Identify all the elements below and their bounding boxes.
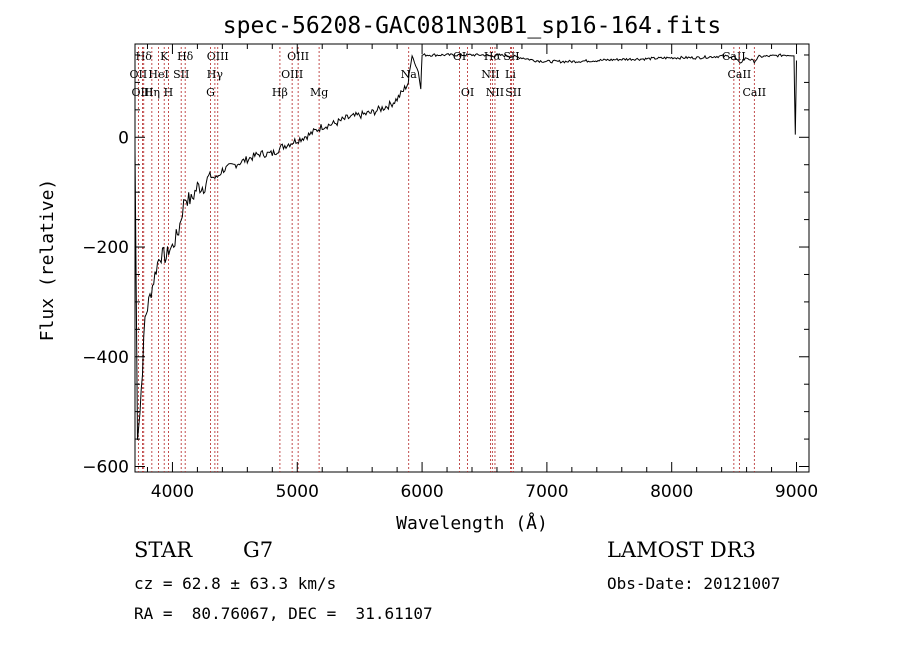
emission-line-label: OIII <box>281 68 303 81</box>
emission-line-label: Mg <box>310 86 328 99</box>
emission-line-label: HeI <box>148 68 168 81</box>
emission-line-label: Hγ <box>207 68 224 81</box>
plot-frame <box>134 43 810 473</box>
emission-line-label: OI <box>453 50 466 63</box>
emission-line-label: H <box>164 86 174 99</box>
emission-line-label: Hη <box>144 86 160 99</box>
emission-line-label: OI <box>461 86 474 99</box>
y-tick-label: −600 <box>82 458 129 478</box>
emission-line-label: NII <box>481 68 499 81</box>
plot-border <box>134 43 810 473</box>
coordinates: RA = 80.76067, DEC = 31.61107 <box>134 604 433 623</box>
emission-line-label: K <box>160 50 169 63</box>
emission-line-label: OIII <box>131 86 153 99</box>
x-tick-label: 4000 <box>151 482 194 502</box>
emission-line-label: G <box>206 86 215 99</box>
y-tick-label: −200 <box>82 238 129 258</box>
emission-line-label: CaII <box>728 68 752 81</box>
x-tick-label: 8000 <box>650 482 693 502</box>
emission-line-label: OII <box>130 68 148 81</box>
observation-date: Obs-Date: 20121007 <box>607 574 781 593</box>
x-tick-label: 7000 <box>525 482 568 502</box>
spectrum-series <box>134 52 797 440</box>
emission-line-label: Li <box>505 68 516 81</box>
x-tick-label: 6000 <box>400 482 443 502</box>
x-tick-label: 5000 <box>276 482 319 502</box>
x-axis-label: Wavelength (Å) <box>396 512 548 534</box>
x-tick-label: 9000 <box>775 482 818 502</box>
emission-line-label: SII <box>505 86 521 99</box>
axis-ticks: 4000 5000 6000 7000 8000 9000 0 −200 −400 −600 <box>82 44 818 502</box>
y-tick-label: −400 <box>82 348 129 368</box>
emission-line-markers: Hδ OII OIII K HeI Hη SII H Hδ OIII Hγ G Hβ OIII OIII Mg… <box>130 47 766 472</box>
emission-line-label: Hβ <box>272 86 288 99</box>
survey-name: LAMOST DR3 <box>607 538 756 562</box>
emission-line-label: CaII <box>742 86 766 99</box>
y-axis-label: Flux (relative) <box>37 179 58 342</box>
emission-line-label: NII <box>486 86 504 99</box>
emission-line-label: OIII <box>207 50 229 63</box>
chart-title: spec-56208-GAC081N30B1_sp16-164.fits <box>223 13 722 39</box>
y-tick-label: 0 <box>118 128 129 148</box>
emission-line-label: Hδ <box>136 50 153 63</box>
redshift-velocity: cz = 62.8 ± 63.3 km/s <box>134 574 337 593</box>
spectrum-line <box>134 52 797 440</box>
emission-line-label: SII <box>173 68 189 81</box>
object-subclass: G7 <box>243 538 274 562</box>
emission-line-label: Hδ <box>177 50 194 63</box>
object-class: STAR <box>134 538 193 562</box>
emission-line-label: OIII <box>287 50 309 63</box>
